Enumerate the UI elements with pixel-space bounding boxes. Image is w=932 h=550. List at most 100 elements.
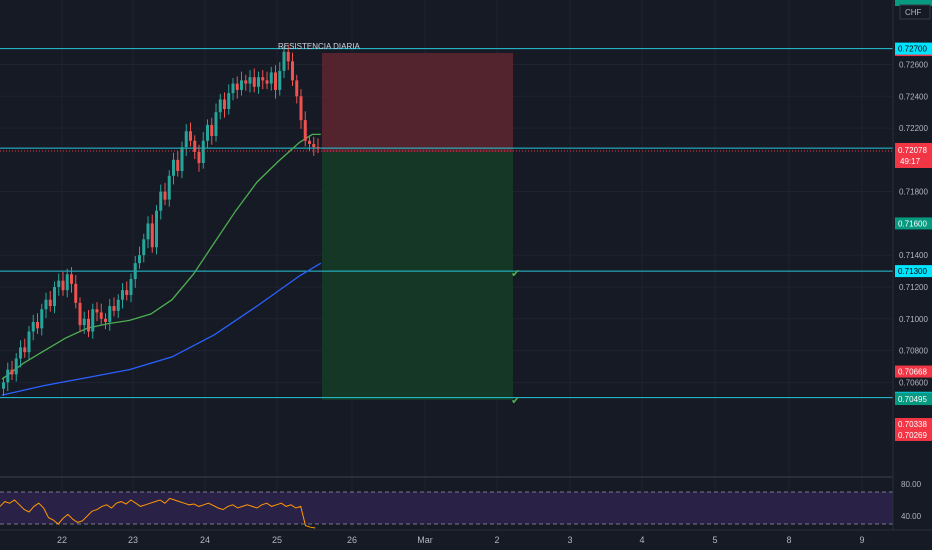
time-tick: 25 bbox=[272, 535, 282, 545]
candle bbox=[189, 131, 192, 141]
moving-average-0 bbox=[1, 133, 321, 380]
candle bbox=[269, 72, 273, 84]
price-label-bg-1 bbox=[895, 42, 932, 55]
candle bbox=[40, 309, 44, 329]
price-label-10: 0.70495 bbox=[898, 395, 927, 404]
price-tick: 0.72200 bbox=[899, 124, 928, 133]
candle bbox=[36, 321, 39, 329]
time-tick: 9 bbox=[859, 535, 864, 545]
candle bbox=[252, 77, 256, 87]
candle bbox=[197, 151, 201, 164]
candle bbox=[133, 263, 137, 280]
candle bbox=[31, 321, 35, 332]
time-tick: 24 bbox=[200, 535, 210, 545]
candle bbox=[14, 358, 18, 375]
candle bbox=[167, 175, 171, 200]
price-tick: 0.71000 bbox=[899, 315, 928, 324]
candle bbox=[61, 280, 65, 291]
price-tick: 0.71800 bbox=[899, 188, 928, 197]
candle bbox=[201, 140, 205, 164]
candle bbox=[231, 83, 235, 94]
candle bbox=[99, 312, 103, 319]
candle bbox=[10, 369, 14, 375]
candle bbox=[155, 210, 158, 248]
rsi-indicator bbox=[0, 497, 316, 529]
time-tick: 8 bbox=[786, 535, 791, 545]
candle bbox=[6, 369, 10, 383]
candle bbox=[78, 302, 82, 326]
price-tick: 0.70800 bbox=[899, 347, 928, 356]
candle bbox=[214, 112, 218, 137]
candle bbox=[2, 382, 5, 389]
candle bbox=[108, 306, 112, 322]
time-tick: 23 bbox=[128, 535, 138, 545]
time-tick: 22 bbox=[57, 535, 67, 545]
candle bbox=[223, 99, 226, 109]
candle bbox=[295, 80, 299, 97]
candle bbox=[261, 77, 265, 81]
price-label-6: 0.70668 bbox=[898, 368, 927, 377]
candle bbox=[65, 274, 69, 291]
candle bbox=[138, 255, 141, 264]
candle bbox=[95, 309, 99, 313]
rsi-line bbox=[0, 497, 316, 529]
candles bbox=[2, 44, 320, 396]
currency-badge-bg[interactable] bbox=[899, 4, 931, 20]
candle bbox=[316, 147, 320, 149]
candle bbox=[286, 51, 290, 62]
candle bbox=[48, 299, 52, 307]
candle bbox=[184, 131, 188, 148]
price-label-bg-11 bbox=[895, 417, 932, 430]
stop-loss-zone[interactable] bbox=[322, 53, 513, 152]
time-axis-ticks: 22 23 24 25 26 Mar 2 3 4 5 8 9 bbox=[57, 535, 865, 545]
candle bbox=[180, 147, 184, 171]
price-axis[interactable] bbox=[893, 0, 932, 530]
candle bbox=[150, 223, 154, 248]
price-tick: 0.70600 bbox=[899, 378, 928, 387]
price-label-bg-12 bbox=[895, 428, 932, 441]
candle bbox=[19, 347, 22, 359]
moving-average-1 bbox=[1, 262, 322, 396]
candle bbox=[248, 77, 252, 84]
currency-badge[interactable]: CHF bbox=[905, 8, 922, 17]
price-label-bg-10 bbox=[895, 393, 932, 406]
price-label-4: 0.71600 bbox=[898, 219, 927, 228]
candle bbox=[244, 80, 248, 84]
price-label-5: 0.71300 bbox=[898, 267, 927, 276]
price-tick: 0.72400 bbox=[899, 92, 928, 101]
price-axis-ticks: 0.72600 0.72400 0.72200 0.71800 0.71400 0.712… bbox=[899, 61, 928, 388]
time-tick: 26 bbox=[347, 535, 357, 545]
rsi-tick-80: 80.00 bbox=[901, 480, 922, 489]
rsi-tick-40: 40.00 bbox=[901, 512, 922, 521]
price-label-bg-6 bbox=[895, 365, 932, 378]
price-tick: 0.72600 bbox=[899, 61, 928, 70]
price-tick: 0.71200 bbox=[899, 283, 928, 292]
current-price-label-bg bbox=[895, 143, 932, 168]
candle bbox=[53, 287, 56, 307]
target-check-icon-2: ✔ bbox=[511, 394, 520, 407]
take-profit-zone[interactable] bbox=[322, 152, 513, 400]
rsi-band bbox=[0, 492, 893, 524]
bar-countdown: 49:17 bbox=[900, 157, 921, 166]
candle bbox=[257, 77, 260, 87]
candle bbox=[210, 124, 214, 137]
candle bbox=[116, 299, 120, 311]
candle bbox=[235, 83, 239, 90]
candle bbox=[125, 290, 129, 295]
candle bbox=[282, 51, 286, 71]
price-label-bg-5 bbox=[895, 265, 932, 278]
current-price-value: 0.72078 bbox=[898, 146, 927, 155]
candle bbox=[146, 223, 150, 240]
horizontal-lines[interactable] bbox=[0, 48, 893, 399]
time-tick: 3 bbox=[567, 535, 572, 545]
candle bbox=[82, 318, 86, 326]
price-label-bg-4 bbox=[895, 217, 932, 230]
candle bbox=[44, 299, 48, 310]
resistance-annotation[interactable]: RESISTENCIA DIARIA bbox=[278, 42, 360, 51]
candle bbox=[278, 70, 282, 90]
time-axis[interactable] bbox=[0, 530, 932, 550]
candle bbox=[218, 99, 222, 113]
candle bbox=[227, 93, 231, 109]
candle bbox=[57, 280, 61, 287]
